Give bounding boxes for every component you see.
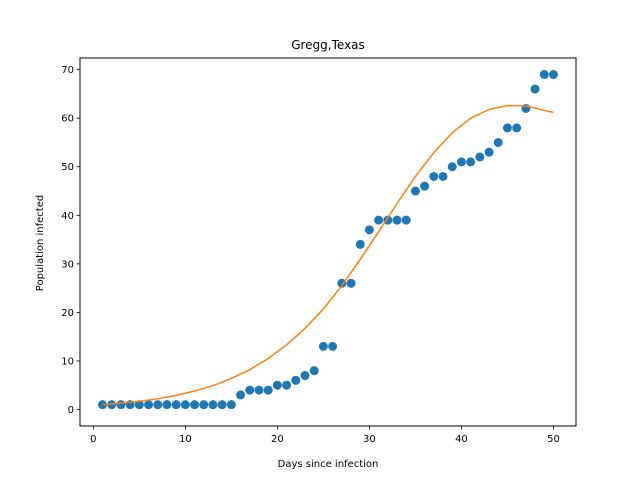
data-point [245,385,255,395]
y-tick-label: 60 [61,114,74,125]
y-axis-label: Population infected [35,195,46,291]
data-point [254,385,264,395]
x-tick-label: 50 [547,434,560,445]
plot-area [98,70,558,410]
data-point [208,400,218,410]
data-point [456,157,466,167]
data-point [374,215,384,225]
x-axis-label: Days since infection [278,459,379,470]
data-point [318,341,328,351]
data-point [309,366,319,376]
data-point [217,400,227,410]
data-point [226,400,236,410]
data-point [134,400,144,410]
data-point [548,70,558,80]
data-point [272,380,282,390]
axis-ticks: 0 10 20 30 40 50 0 10 20 30 40 50 60 70 [61,65,560,445]
data-point [171,400,181,410]
data-point [144,400,154,410]
x-tick-label: 0 [90,434,96,445]
data-point [291,375,301,385]
fit-curve [102,104,554,406]
data-point [180,400,190,410]
data-point [484,147,494,157]
data-point [328,341,338,351]
data-point [475,152,485,162]
data-point [199,400,209,410]
y-tick-label: 20 [61,308,74,319]
data-point [263,385,273,395]
data-point [346,278,356,288]
data-point [337,278,347,288]
data-point [282,380,292,390]
y-tick-label: 40 [61,211,74,222]
axes-frame [79,57,577,427]
data-point [236,390,246,400]
data-point [512,123,522,133]
y-tick-label: 10 [61,356,74,367]
data-point [447,162,457,172]
y-tick-label: 50 [61,162,74,173]
data-point [300,371,310,381]
y-tick-label: 70 [61,65,74,76]
x-tick-label: 10 [179,434,192,445]
x-tick-label: 40 [455,434,468,445]
data-point [429,171,439,181]
data-point [116,400,126,410]
y-tick-label: 30 [61,259,74,270]
data-point [364,225,374,235]
data-point [392,215,402,225]
chart-title: Gregg,Texas [291,38,365,52]
data-point [466,157,476,167]
data-point [502,123,512,133]
data-point [493,137,503,147]
data-point [153,400,163,410]
data-point [190,400,200,410]
y-tick-label: 0 [68,405,74,416]
data-point [530,84,540,94]
data-point [162,400,172,410]
x-tick-label: 30 [363,434,376,445]
data-point [438,171,448,181]
data-point [539,70,549,80]
data-point [355,239,365,249]
data-point [401,215,411,225]
x-tick-label: 20 [271,434,284,445]
data-point [420,181,430,191]
data-point [410,186,420,196]
